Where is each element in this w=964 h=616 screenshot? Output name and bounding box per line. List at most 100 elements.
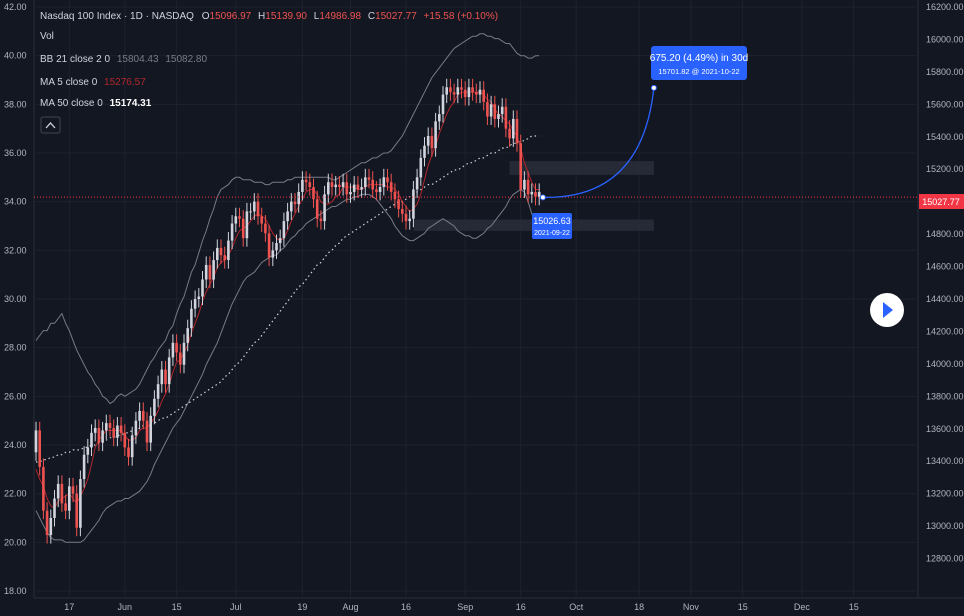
high-value: 15139.90 [265,11,307,22]
right-tick-label: 16200.00 [926,2,964,12]
point-box [532,213,572,239]
candle-body [482,89,485,102]
left-tick-label: 18.00 [4,586,27,596]
candle-body [519,143,522,190]
right-tick-label: 15800.00 [926,67,964,77]
candle-body [426,135,430,146]
right-tick-label: 15600.00 [926,99,964,109]
projection[interactable] [539,84,657,201]
last-price-value: 15027.77 [922,197,960,207]
candle-body [123,432,127,448]
candle-body [145,420,149,443]
candle-body [415,177,419,190]
projection-subtitle: 15701.82 @ 2021-10-22 [658,67,739,76]
candle-body [56,483,60,499]
legend: Nasdaq 100 Index · 1D · NASDAQ O15096.97… [40,11,498,134]
right-tick-label: 14200.00 [926,326,964,336]
chevron-up-icon [45,122,56,129]
candle-body [186,328,189,343]
candle-body [223,255,226,261]
candle-body [267,233,271,258]
close-label: C [368,11,375,22]
candle-body [323,194,326,222]
left-axis-ticks: 18.00 20.00 22.00 24.00 26.00 28.00 30.00 32.00… [4,2,27,596]
last-price-background [919,194,964,209]
candle-body [156,384,160,399]
candle-body [438,114,441,122]
candle-body [97,427,101,443]
candle-body [356,184,360,190]
candle-body [397,199,400,209]
open-value: 15096.97 [210,11,252,22]
candle-body [112,427,115,438]
last-price-tag: 15027.77 [919,194,964,209]
candle-body [101,430,104,443]
x-tick-label: 18 [634,602,644,612]
candle-body [364,177,367,188]
ma50-value: 15174.31 [110,98,152,109]
candle-body [149,415,152,443]
bb-label: BB 21 close 2 0 [40,54,110,65]
candle-body [201,279,204,297]
candle-body [456,87,460,95]
right-tick-label: 14000.00 [926,359,964,369]
candle-body [264,223,267,234]
right-tick-label: 14600.00 [926,262,964,272]
candle-body [271,250,275,258]
legend-collapse-button[interactable] [40,116,61,134]
projection-box [651,46,747,80]
left-tick-label: 30.00 [4,294,27,304]
candle-body [345,182,349,195]
candle-body [167,357,171,385]
candle-body [238,216,241,219]
candle-body [105,423,108,431]
candle-body [367,177,371,180]
candle-body [471,87,474,93]
ma50-legend: MA 50 close 0 15174.31 [40,98,152,109]
candle-body [230,223,234,241]
right-tick-label: 14400.00 [926,294,964,304]
x-tick-label: 15 [738,602,748,612]
candle-body [404,213,408,222]
candle-body [378,187,382,192]
left-tick-label: 40.00 [4,51,27,61]
candle-body [227,240,230,261]
bb-value-2: 15082.80 [165,54,207,65]
candle-body [382,177,386,188]
left-tick-label: 28.00 [4,343,27,353]
candle-body [208,264,212,280]
candle-body [304,179,308,183]
candle-body [352,184,356,192]
open-label: O [202,11,210,22]
candle-body [71,486,75,494]
x-tick-label: 16 [516,602,526,612]
replay-play-button[interactable] [870,293,904,327]
candle-body [278,238,282,244]
ma50-label: MA 50 close 0 [40,98,103,109]
x-tick-label: Jun [118,602,133,612]
ma5-label: MA 5 close 0 [40,77,98,88]
candle-body [401,208,404,214]
candle-body [142,410,145,421]
point-callout[interactable]: 15026.63 2021-09-22 [532,213,572,239]
projection-callout[interactable]: 675.20 (4.49%) in 30d 15701.82 @ 2021-10… [650,46,748,80]
candle-body [475,92,478,95]
x-tick-label: 17 [64,602,74,612]
right-tick-label: 15400.00 [926,132,964,142]
vol-label: Vol [40,31,54,42]
candle-body [349,191,352,195]
candle-body [360,187,363,190]
candle-body [68,486,71,511]
candle-body [371,179,374,190]
ma50-line [36,135,540,463]
candle-body [315,199,319,219]
right-tick-label: 13800.00 [926,391,964,401]
right-tick-label: 13000.00 [926,521,964,531]
candle-body [338,184,341,188]
candle-body [493,104,497,119]
candle-body [445,87,448,95]
right-tick-label: 13400.00 [926,456,964,466]
candle-body [523,179,526,190]
candle-body [260,216,263,224]
